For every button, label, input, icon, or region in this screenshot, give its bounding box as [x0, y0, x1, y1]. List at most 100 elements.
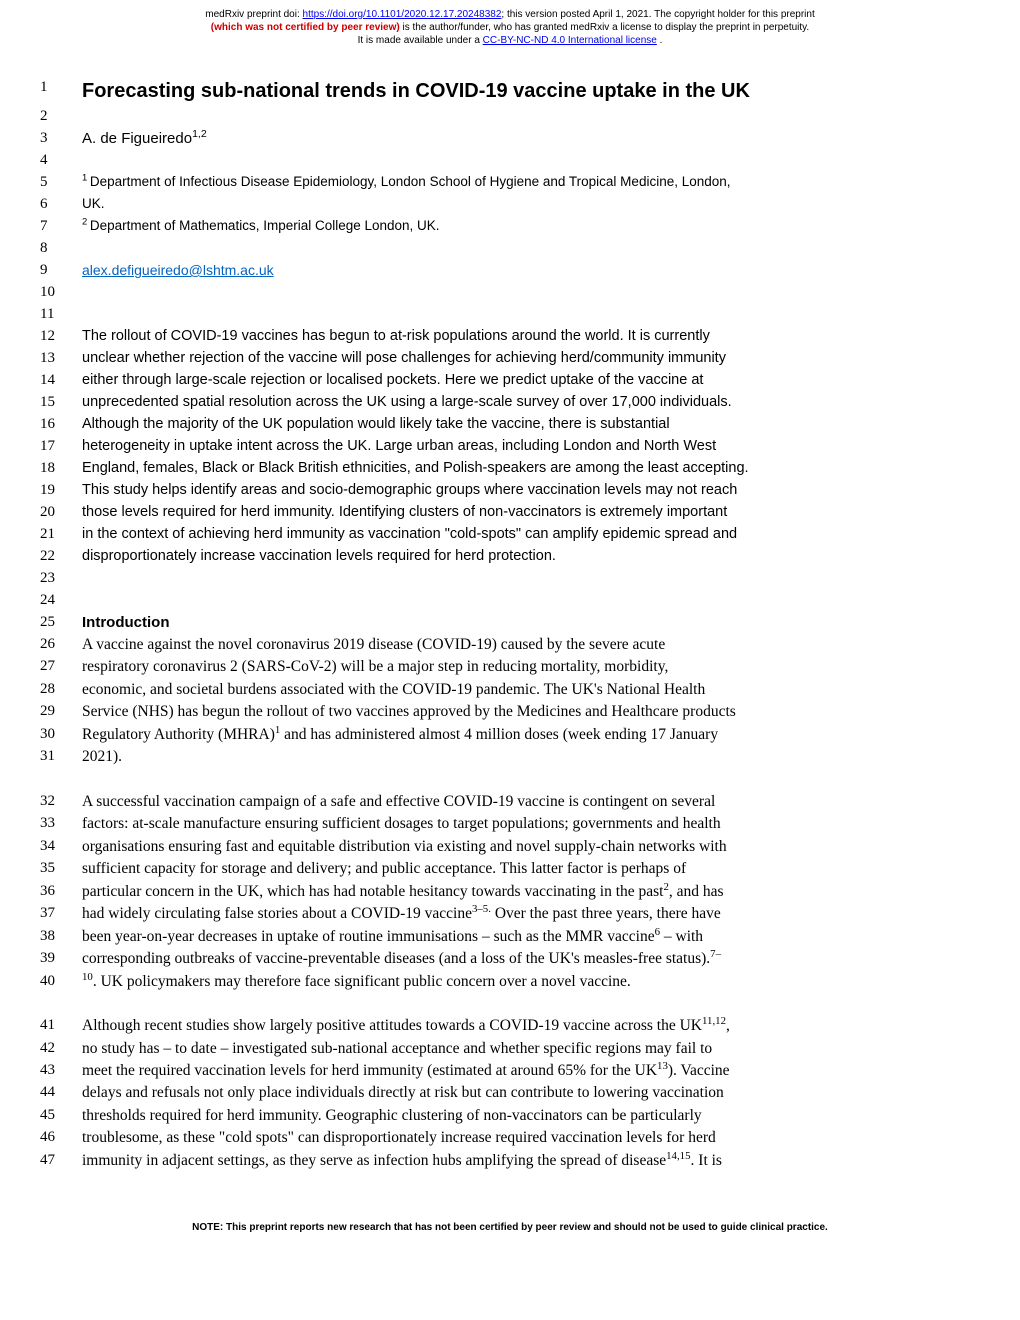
- body-text: A vaccine against the novel coronavirus …: [82, 634, 950, 656]
- body-text: organisations ensuring fast and equitabl…: [82, 836, 950, 858]
- line-number: 46: [40, 1127, 82, 1146]
- line-number: 44: [40, 1082, 82, 1101]
- abstract-text: heterogeneity in uptake intent across th…: [82, 436, 950, 457]
- line-number: 42: [40, 1038, 82, 1057]
- line-number: 45: [40, 1105, 82, 1124]
- body-text: A successful vaccination campaign of a s…: [82, 791, 950, 813]
- line-number: 1: [40, 77, 82, 96]
- email-link[interactable]: alex.defigueiredo@lshtm.ac.uk: [82, 262, 274, 278]
- line-number: 37: [40, 903, 82, 922]
- line-number: 7: [40, 216, 82, 235]
- line-number: 26: [40, 634, 82, 653]
- line-number: 12: [40, 326, 82, 345]
- body-text: troublesome, as these "cold spots" can d…: [82, 1127, 950, 1149]
- line-number: 10: [40, 282, 82, 301]
- peer-review-warning: (which was not certified by peer review): [211, 22, 400, 33]
- line-number: 25: [40, 612, 82, 631]
- line-number: 32: [40, 791, 82, 810]
- line-number: 14: [40, 370, 82, 389]
- line-number: 41: [40, 1015, 82, 1034]
- body-text: Service (NHS) has begun the rollout of t…: [82, 701, 950, 723]
- line-number: 5: [40, 172, 82, 191]
- affiliation-1b: UK.: [82, 194, 950, 214]
- body-text: Although recent studies show largely pos…: [82, 1015, 950, 1037]
- body-text: economic, and societal burdens associate…: [82, 679, 950, 701]
- abstract-text: those levels required for herd immunity.…: [82, 502, 950, 523]
- line-number: 27: [40, 656, 82, 675]
- body-text: delays and refusals not only place indiv…: [82, 1082, 950, 1104]
- author-name: A. de Figueiredo1,2: [82, 128, 950, 150]
- body-text: particular concern in the UK, which has …: [82, 881, 950, 903]
- body-text: respiratory coronavirus 2 (SARS-CoV-2) w…: [82, 656, 950, 678]
- line-number: 29: [40, 701, 82, 720]
- line-number: 43: [40, 1060, 82, 1079]
- line-number: 35: [40, 858, 82, 877]
- body-text: corresponding outbreaks of vaccine-preve…: [82, 948, 950, 970]
- line-number: 20: [40, 502, 82, 521]
- abstract-text: disproportionately increase vaccination …: [82, 546, 950, 567]
- affiliation-1: 1 Department of Infectious Disease Epide…: [82, 172, 950, 192]
- body-text: been year-on-year decreases in uptake of…: [82, 926, 950, 948]
- line-number: 4: [40, 150, 82, 169]
- line-number: 9: [40, 260, 82, 279]
- license-prefix: It is made available under a: [358, 35, 483, 46]
- doi-link[interactable]: https://doi.org/10.1101/2020.12.17.20248…: [303, 9, 502, 20]
- license-link[interactable]: CC-BY-NC-ND 4.0 International license: [483, 35, 657, 46]
- abstract-text: in the context of achieving herd immunit…: [82, 524, 950, 545]
- license-suffix: .: [657, 35, 663, 46]
- abstract-text: either through large-scale rejection or …: [82, 370, 950, 391]
- line-number: 21: [40, 524, 82, 543]
- abstract-text: The rollout of COVID-19 vaccines has beg…: [82, 326, 950, 347]
- abstract-text: unclear whether rejection of the vaccine…: [82, 348, 950, 369]
- body-text: 2021).: [82, 746, 950, 768]
- line-number: 30: [40, 724, 82, 743]
- line-number: 23: [40, 568, 82, 587]
- doi-suffix: ; this version posted April 1, 2021. The…: [501, 9, 814, 20]
- line-number: 28: [40, 679, 82, 698]
- header-doi-line: medRxiv preprint doi: https://doi.org/10…: [80, 8, 940, 21]
- line-number: 40: [40, 971, 82, 990]
- preprint-header: medRxiv preprint doi: https://doi.org/10…: [0, 0, 1020, 51]
- abstract-text: Although the majority of the UK populati…: [82, 414, 950, 435]
- line-number: 3: [40, 128, 82, 147]
- line-number: 31: [40, 746, 82, 765]
- paper-title: Forecasting sub-national trends in COVID…: [82, 77, 950, 106]
- body-text: factors: at-scale manufacture ensuring s…: [82, 813, 950, 835]
- line-number: 6: [40, 194, 82, 213]
- line-number: 13: [40, 348, 82, 367]
- abstract-text: unprecedented spatial resolution across …: [82, 392, 950, 413]
- line-number: 15: [40, 392, 82, 411]
- line-number: 47: [40, 1150, 82, 1169]
- license-grant-text: is the author/funder, who has granted me…: [400, 22, 810, 33]
- body-text: immunity in adjacent settings, as they s…: [82, 1150, 950, 1172]
- doi-prefix: medRxiv preprint doi:: [205, 9, 302, 20]
- line-number: 16: [40, 414, 82, 433]
- abstract-text: England, females, Black or Black British…: [82, 458, 950, 479]
- line-number: 18: [40, 458, 82, 477]
- line-number: 36: [40, 881, 82, 900]
- line-number: 8: [40, 238, 82, 257]
- body-text: had widely circulating false stories abo…: [82, 903, 950, 925]
- body-text: 10. UK policymakers may therefore face s…: [82, 971, 950, 993]
- body-text: Regulatory Authority (MHRA)1 and has adm…: [82, 724, 950, 746]
- line-number: 39: [40, 948, 82, 967]
- header-certification-line: (which was not certified by peer review)…: [80, 21, 940, 34]
- line-number: 17: [40, 436, 82, 455]
- preprint-footer-note: NOTE: This preprint reports new research…: [0, 1192, 1020, 1253]
- body-text: thresholds required for herd immunity. G…: [82, 1105, 950, 1127]
- line-number: 33: [40, 813, 82, 832]
- line-number: 24: [40, 590, 82, 609]
- header-license-line: It is made available under a CC-BY-NC-ND…: [80, 34, 940, 47]
- line-number: 11: [40, 304, 82, 323]
- line-number: 34: [40, 836, 82, 855]
- body-text: sufficient capacity for storage and deli…: [82, 858, 950, 880]
- line-number: [40, 769, 82, 771]
- line-number: 22: [40, 546, 82, 565]
- affiliation-2: 2 Department of Mathematics, Imperial Co…: [82, 216, 950, 236]
- author-email: alex.defigueiredo@lshtm.ac.uk: [82, 260, 950, 282]
- body-text: meet the required vaccination levels for…: [82, 1060, 950, 1082]
- abstract-text: This study helps identify areas and soci…: [82, 480, 950, 501]
- body-text: no study has – to date – investigated su…: [82, 1038, 950, 1060]
- line-number: 19: [40, 480, 82, 499]
- line-number: [40, 993, 82, 995]
